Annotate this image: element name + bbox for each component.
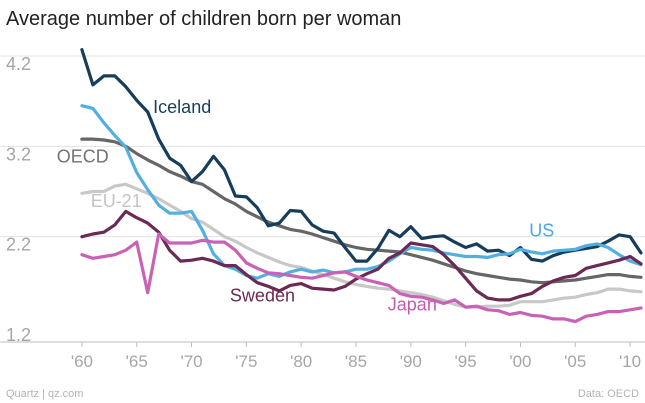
series-line-sweden [80, 209, 643, 302]
x-tick-label: '65 [126, 352, 148, 371]
x-tick-label: '95 [455, 352, 477, 371]
x-tick-label: '70 [180, 352, 202, 371]
series-label-oecd: OECD [57, 147, 109, 167]
data-source: Data: OECD [578, 388, 639, 400]
series-line-us [80, 104, 643, 280]
x-tick-label: '05 [564, 352, 586, 371]
x-tick-label: '90 [400, 352, 422, 371]
y-tick-label: 2.2 [6, 235, 31, 255]
x-tick-label: '00 [509, 352, 531, 371]
series-label-us: US [529, 221, 554, 241]
y-tick-label: 4.2 [6, 54, 31, 74]
chart-title: Average number of children born per woma… [6, 8, 401, 30]
series-line-iceland [80, 48, 643, 263]
series-label-japan: Japan [388, 295, 437, 315]
series-label-eu-21: EU-21 [91, 191, 142, 211]
series-line-japan [80, 232, 643, 324]
x-tick-label: '10 [619, 352, 641, 371]
series-label-sweden: Sweden [230, 286, 295, 306]
x-tick-label: '80 [290, 352, 312, 371]
axes: 4.2 3.2 2.2 1.2 '60 '65 '70 '75 '80 '85 '90 '95 '00 '… [0, 54, 645, 371]
series-line-eu-21 [80, 182, 643, 309]
series-lines [80, 48, 643, 324]
y-tick-label: 3.2 [6, 144, 31, 164]
x-tick-label: '75 [235, 352, 257, 371]
series-label-iceland: Iceland [153, 97, 211, 117]
x-tick-label: '60 [71, 352, 93, 371]
series-labels: EU-21 OECD Iceland US Sweden Japan [57, 97, 555, 315]
x-tick-label: '85 [345, 352, 367, 371]
source-credit: Quartz | qz.com [6, 388, 83, 400]
y-tick-label: 1.2 [6, 325, 31, 345]
